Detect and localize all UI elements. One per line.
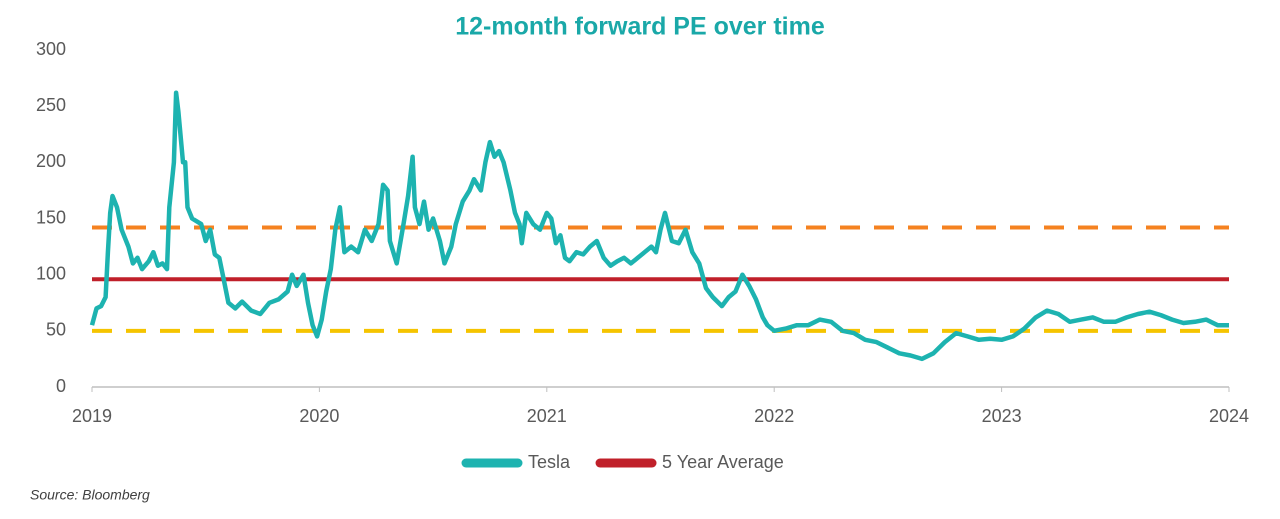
x-tick-label: 2023	[982, 406, 1022, 426]
y-tick-label: 50	[46, 320, 66, 340]
series-line	[89, 90, 1229, 362]
y-tick-label: 0	[56, 376, 66, 396]
legend-label: Tesla	[528, 452, 571, 472]
legend-label: 5 Year Average	[662, 452, 784, 472]
x-tick-label: 2019	[72, 406, 112, 426]
y-tick-label: 300	[36, 39, 66, 59]
x-tick-label: 2020	[299, 406, 339, 426]
chart-title: 12-month forward PE over time	[455, 13, 825, 41]
x-tick-label: 2021	[527, 406, 567, 426]
source-note: Source: Bloomberg	[30, 487, 150, 503]
y-tick-label: 150	[36, 207, 66, 227]
x-tick-label: 2024	[1209, 406, 1249, 426]
y-tick-label: 250	[36, 95, 66, 115]
y-tick-label: 200	[36, 151, 66, 171]
x-tick-label: 2022	[754, 406, 794, 426]
y-tick-label: 100	[36, 263, 66, 283]
